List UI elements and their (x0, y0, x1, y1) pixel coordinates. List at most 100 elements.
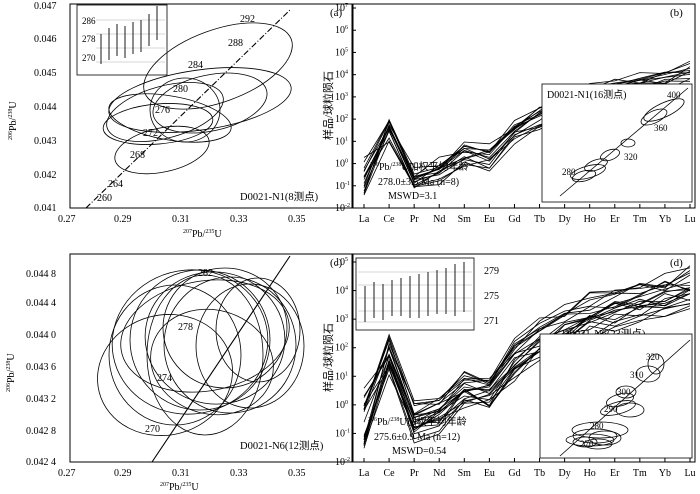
error-ellipse (108, 284, 242, 426)
panel-a-inset (76, 4, 168, 76)
concordia-age: 280 (173, 84, 188, 95)
y-tick-label: 105 (335, 47, 348, 58)
error-ellipse (570, 164, 606, 180)
x-tick-label: 0.27 (58, 214, 76, 225)
x-tick-label: 0.29 (114, 214, 132, 225)
error-ellipse (146, 274, 264, 436)
panel-c-ellipses (97, 267, 305, 436)
error-ellipse (647, 353, 665, 375)
panel-c-y-label: 206Pb/238U (6, 353, 17, 392)
panel-b-frame (351, 3, 696, 209)
x-tick-label: Ce (384, 468, 396, 479)
y-tick-label: 0.044 (34, 102, 57, 113)
panel-c-y-axis: 0.044 8 0.044 4 0.044 0 0.043 6 0.043 2 … (26, 269, 56, 468)
error-ellipse (600, 148, 620, 162)
panel-a-y-label: 206Pb/238U (8, 101, 19, 140)
error-ellipse (571, 169, 597, 183)
ree-pattern-line (363, 289, 691, 438)
x-tick-label: Pr (410, 468, 420, 479)
y-tick-label: 106 (335, 25, 348, 36)
panel-a-concordia (85, 9, 291, 209)
y-tick-label: 0.043 6 (26, 362, 56, 373)
error-ellipse (605, 392, 635, 408)
error-ellipse (635, 365, 661, 383)
x-tick-label: Lu (684, 214, 695, 225)
inset-age: 300 (617, 387, 631, 397)
panel-d-inset (355, 257, 475, 331)
panel-a-label: (a) (330, 7, 343, 19)
panel-a-x-label: 207Pb/235U (183, 229, 222, 240)
concordia-age: 276 (155, 105, 170, 116)
y-tick-label: 0.043 (34, 136, 57, 147)
error-ellipse (114, 125, 210, 175)
x-tick-label: Ho (584, 214, 596, 225)
x-tick-label: Tb (534, 468, 545, 479)
y-tick-label: 0.047 (34, 1, 57, 12)
y-tick-label: 10-1 (335, 181, 350, 192)
x-tick-label: Sm (458, 468, 472, 479)
panel-a-x-axis: 0.27 0.29 0.31 0.33 0.35 (58, 214, 306, 225)
x-tick-label: 0.35 (288, 214, 306, 225)
panel-d-label: (d) (670, 257, 683, 269)
error-ellipse (120, 279, 290, 393)
error-ellipse (108, 93, 232, 143)
panel-b-age-line1: 206Pb/238U加权平均年龄 (370, 160, 469, 173)
panel-a-inset-tick: 278 (82, 34, 96, 44)
panel-b-age-line3: MSWD=3.1 (388, 191, 437, 202)
inset-age: 320 (646, 352, 660, 362)
error-ellipse (143, 22, 293, 110)
inset-age: 310 (630, 370, 644, 380)
ree-pattern-line (363, 274, 691, 446)
y-tick-label: 104 (335, 70, 348, 81)
panel-c-label: (c) (330, 257, 343, 269)
x-tick-label: Pr (410, 214, 420, 225)
y-tick-label: 101 (335, 136, 348, 147)
panel-b-age-line2: 278.0±3.5 Ma (n=8) (378, 177, 459, 188)
panel-a-inset-grid (96, 19, 165, 63)
panel-d-inset-tick: 279 (484, 266, 499, 277)
ree-pattern-line (363, 293, 691, 424)
panel-d-y-axis: 105 104 103 102 101 100 10-1 10-2 (335, 257, 356, 468)
x-tick-label: Gd (508, 214, 520, 225)
panel-a-inset-tick: 286 (82, 16, 96, 26)
x-tick-label: Er (610, 468, 620, 479)
y-tick-label: 102 (335, 114, 348, 125)
x-tick-label: 0.33 (230, 468, 248, 479)
ree-pattern-line (363, 267, 691, 410)
x-tick-label: Nd (433, 468, 445, 479)
panel-a-frame (69, 3, 354, 209)
y-tick-label: 0.046 (34, 34, 57, 45)
concordia-age: 272 (143, 128, 158, 139)
x-tick-label: 0.33 (230, 214, 248, 225)
error-ellipse (102, 103, 214, 145)
error-ellipse (215, 277, 301, 383)
error-ellipse (163, 276, 297, 414)
error-ellipse (150, 308, 274, 416)
panel-d-inset-bars (364, 262, 465, 322)
inset-age: 280 (562, 167, 576, 177)
y-tick-label: 101 (335, 371, 348, 382)
x-tick-label: Ho (584, 468, 596, 479)
error-ellipse (97, 314, 233, 436)
x-tick-label: 0.31 (172, 214, 190, 225)
x-tick-label: Nd (433, 214, 445, 225)
x-tick-label: Dy (558, 214, 570, 225)
panel-d-inset-grid (358, 271, 472, 323)
y-tick-label: 0.042 (34, 170, 57, 181)
ree-pattern-line (363, 284, 691, 413)
panel-d-inset-concordia-box (539, 333, 693, 459)
panel-c-sample-label: D0021-N6(12测点) (240, 439, 324, 452)
panel-b-x-axis: La Ce Pr Nd Sm Eu Gd Tb Dy Ho Er Tm Yb Lu (359, 204, 696, 225)
error-ellipse (149, 77, 221, 143)
inset-age: 360 (654, 123, 668, 133)
panel-a-sample-label: D0021-N1(8测点) (240, 190, 319, 203)
concordia-age: 260 (97, 193, 112, 204)
ree-pattern-line (363, 280, 691, 416)
panel-d-frame (351, 253, 696, 463)
error-ellipse (108, 67, 292, 133)
panel-b: (b) 107 106 105 104 103 102 101 100 10-1 10-2 La C… (321, 3, 696, 225)
y-tick-label: 0.041 (34, 203, 57, 214)
y-tick-label: 10-1 (335, 428, 350, 439)
x-tick-label: Eu (484, 468, 495, 479)
